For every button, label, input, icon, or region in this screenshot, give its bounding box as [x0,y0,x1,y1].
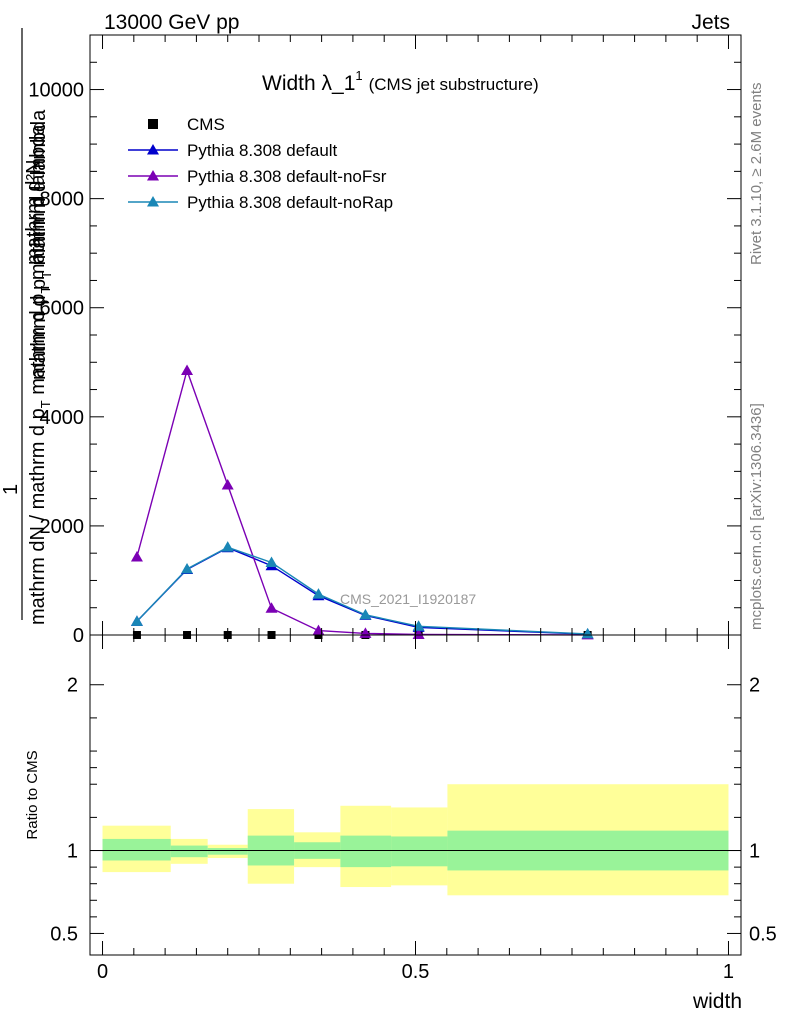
series-2-point [312,624,325,636]
main-ytick-labels: 0 2000 4000 6000 8000 10000 [28,80,84,647]
ratio-inner-band [207,848,248,855]
header-left-label: 13000 GeV pp [104,11,239,34]
ratio-ytick-label: 1 [67,841,78,863]
main-ytick-label: 2000 [40,516,85,538]
series-3-point [221,541,234,552]
legend-marker [147,196,159,207]
legend-entry-label: Pythia 8.308 default-noRap [187,193,393,212]
ratio-ytick-label: 0.5 [50,923,78,945]
legend-entry-label: Pythia 8.308 default [187,141,338,160]
main-ytick-label: 8000 [40,189,85,211]
main-ylabel: mathrm d²N mathrm d pT mathrm d lambda 1… [0,28,54,625]
legend-marker-cms [148,119,158,129]
series-2-point [221,479,234,490]
ratio-ytick-label-right: 0.5 [749,923,777,945]
ratio-xtick-label: 0.5 [402,961,430,983]
main-ytick-label: 6000 [40,298,85,320]
main-ytick-label: 0 [73,625,84,647]
analysis-watermark: CMS_2021_I1920187 [340,591,476,607]
ylabel-denominator: mathrm d pT mathrm d lambda [28,109,54,380]
series-2-point [181,364,194,375]
ratio-xtick-label: 1 [723,961,734,983]
ratio-panel: 0.5 0.51 12 2 0 0.5 1 Ratio to CMS width [24,634,777,1013]
main-ytick-label: 10000 [28,80,84,102]
ratio-inner-band [170,845,208,858]
plot-title: Width λ_11 (CMS jet substructure) [262,68,539,95]
rivet-side-label: Rivet 3.1.10, ≥ 2.6M events [748,83,765,266]
series-3-point [581,627,594,639]
ylabel-numerator: mathrm d²N [23,159,45,265]
legend: CMS Pythia 8.308 default Pythia 8.308 defa… [128,115,393,212]
series-line-2 [136,368,588,636]
legend-marker [147,144,159,155]
ratio-bands [102,784,729,896]
ratio-xlabel: width [692,990,742,1013]
series-3-point [130,615,143,626]
legend-entry-label: CMS [187,115,225,134]
series-3-point [181,563,194,574]
ratio-ytick-labels: 0.5 0.5 1 1 2 2 [50,675,777,946]
main-series-lines [136,368,588,636]
ratio-inner-band [102,838,171,861]
ylabel-one: 1 [0,484,22,495]
ratio-ytick-label-right: 2 [749,675,760,697]
mcplots-side-label: mcplots.cern.ch [arXiv:1306.3436] [748,403,765,630]
ratio-ytick-label: 2 [67,675,78,697]
ylabel-fraction: mathrm dN / mathrm d pT mathrm d pT math… [27,124,53,625]
main-axis-ticks [90,34,741,636]
ratio-ylabel: Ratio to CMS [24,750,41,839]
series-2-point [265,602,278,613]
ratio-ytick-label-right: 1 [749,841,760,863]
series-line-3 [136,546,588,635]
series-3-point [265,556,278,567]
ratio-inner-band [340,835,392,868]
plot-title-main: Width λ_1 [262,72,355,95]
ratio-xtick-label: 0 [97,961,108,983]
ratio-xtick-labels: 0 0.5 1 [97,961,734,983]
ratio-inner-band [391,836,448,867]
series-2-point [130,551,143,562]
main-ytick-label: 4000 [40,407,85,429]
series-3-point [312,588,325,599]
series-3-point [359,608,372,620]
plot-title-sub: (CMS jet substructure) [369,75,539,94]
legend-marker [147,170,159,181]
legend-entry-label: Pythia 8.308 default-noFsr [187,167,387,186]
header-right-label: Jets [691,11,730,34]
ratio-axis-ticks [90,635,741,955]
plot-title-sup: 1 [355,68,362,83]
